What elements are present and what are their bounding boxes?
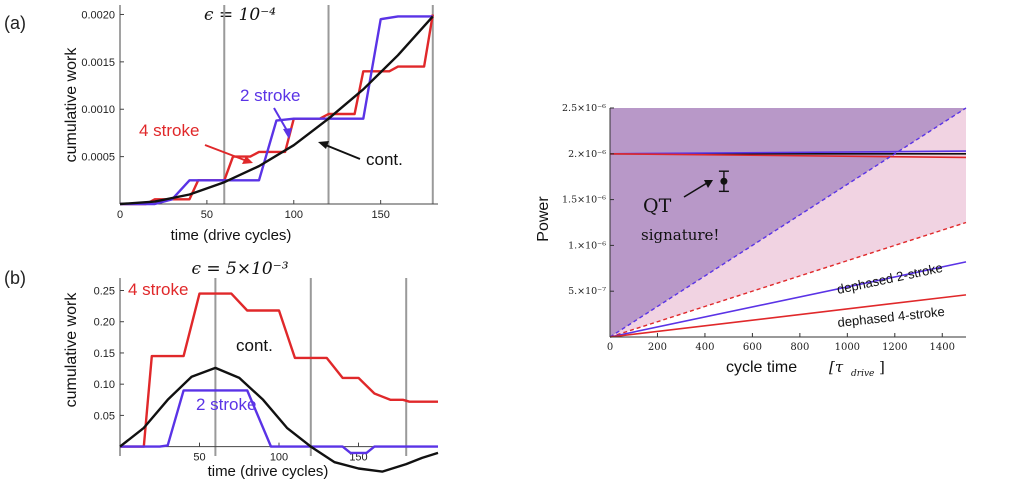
c-point-marker xyxy=(720,177,728,185)
a-ytick-label-1: 0.0010 xyxy=(81,104,115,116)
panel-c-arrow xyxy=(683,180,713,198)
arrow-qt-head xyxy=(704,180,713,188)
a-ytick-label-0: 0.0005 xyxy=(81,152,115,164)
panel-b-title: ϵ = 5×10⁻³ xyxy=(191,259,288,279)
arrow-cont-head xyxy=(318,141,329,149)
c-xtick-label-2: 400 xyxy=(695,342,714,353)
b-ytick-label-1: 0.10 xyxy=(94,379,115,391)
panel-c-series xyxy=(609,107,967,338)
a-ytick-label-3: 0.0020 xyxy=(81,9,115,21)
panel-b: (b) ϵ = 5×10⁻³ 50 100 150 0.05 0.10 0.15 0.20 0… xyxy=(4,259,439,480)
c-series-2-stroke xyxy=(609,150,967,155)
c-xtick-label-4: 800 xyxy=(790,342,809,353)
panel-a-arrows xyxy=(204,107,361,164)
panel-a-label-2-stroke: 2 stroke xyxy=(240,86,300,105)
a-xtick-label-1: 50 xyxy=(201,209,213,221)
c-series-2-stroke-bound xyxy=(609,107,967,338)
c-xtick-label-0: 0 xyxy=(607,342,613,353)
b-xtick-label-0: 50 xyxy=(193,452,205,464)
panel-c-xlabel-unit: [τ xyxy=(829,358,844,376)
panel-a-vlines xyxy=(223,5,434,204)
panel-a-label-cont: cont. xyxy=(366,150,403,169)
panel-c-xlabel-unit-close: ] xyxy=(879,358,885,376)
panel-b-label-cont: cont. xyxy=(236,336,273,355)
a-xtick-label-3: 150 xyxy=(371,209,389,221)
arrow-2-stroke-head xyxy=(283,128,292,139)
panel-b-label: (b) xyxy=(4,268,26,288)
panel-a-label: (a) xyxy=(4,13,26,33)
panel-a-title: ϵ = 10⁻⁴ xyxy=(204,5,276,25)
c-xtick-label-5: 1000 xyxy=(835,342,860,353)
panel-c-xlabel-text: cycle time xyxy=(726,359,797,376)
b-ytick-label-4: 0.25 xyxy=(94,285,115,297)
panel-c-ylabel: Power xyxy=(535,196,552,242)
panel-b-label-4-stroke: 4 stroke xyxy=(128,280,188,299)
panel-a-label-4-stroke: 4 stroke xyxy=(139,121,199,140)
panel-c-xlabel-unit-sub: drive xyxy=(851,369,874,379)
panel-a-ylabel: cumulative work xyxy=(63,47,80,163)
arrow-4-stroke xyxy=(204,144,248,162)
panel-a-xlabel: time (drive cycles) xyxy=(171,227,292,244)
c-xtick-label-1: 200 xyxy=(648,342,667,353)
panel-c-axes: 0 200 400 600 800 1000 1200 1400 5.×10⁻⁷ 1.×10⁻⁶ 1… xyxy=(562,103,966,353)
panel-a: (a) ϵ = 10⁻⁴ 0 50 100 150 0.0005 0.0010 0.0015… xyxy=(4,5,438,244)
c-xtick-label-3: 600 xyxy=(743,342,762,353)
arrow-cont xyxy=(322,143,361,160)
a-xtick-label-0: 0 xyxy=(117,209,123,221)
c-ytick-label-3: 2.×10⁻⁶ xyxy=(568,149,606,160)
arrow-4-stroke-head xyxy=(242,156,253,164)
panel-c-signature-label: signature! xyxy=(641,226,719,244)
panel-b-vlines xyxy=(214,278,408,456)
b-xtick-label-2: 150 xyxy=(349,452,367,464)
b-xtick-label-1: 100 xyxy=(270,452,288,464)
panel-c-qt-label: QT xyxy=(643,195,672,217)
panel-c: 0 200 400 600 800 1000 1200 1400 5.×10⁻⁷ 1.×10⁻⁶ 1… xyxy=(535,103,967,379)
c-ytick-label-0: 5.×10⁻⁷ xyxy=(568,286,606,297)
panel-a-axes: 0 50 100 150 0.0005 0.0010 0.0015 0.0020 xyxy=(81,5,438,221)
panel-b-xlabel: time (drive cycles) xyxy=(208,463,329,480)
c-series-4-stroke-bound xyxy=(609,221,967,338)
a-series-cont- xyxy=(119,15,434,206)
a-series-4-stroke xyxy=(120,14,434,206)
c-series-4-stroke xyxy=(609,153,967,159)
b-ytick-label-0: 0.05 xyxy=(94,410,115,422)
a-series-2-stroke xyxy=(120,15,433,206)
panel-b-series xyxy=(119,292,439,473)
c-series-dephased-4-stroke xyxy=(609,294,967,338)
a-xtick-label-2: 100 xyxy=(285,209,303,221)
arrow-qt xyxy=(683,182,708,198)
panel-a-series xyxy=(119,14,434,206)
b-series-4-stroke xyxy=(120,292,438,448)
c-ytick-label-1: 1.×10⁻⁶ xyxy=(568,240,606,251)
a-ytick-label-2: 0.0015 xyxy=(81,57,115,69)
b-ytick-label-3: 0.20 xyxy=(94,317,115,329)
b-series-cont- xyxy=(119,366,439,473)
panel-c-data-point xyxy=(718,170,729,193)
c-xtick-label-7: 1400 xyxy=(930,342,955,353)
c-ytick-label-2: 1.5×10⁻⁶ xyxy=(562,195,606,206)
panel-c-xlabel: cycle time [τ drive ] xyxy=(726,358,885,379)
panel-b-ylabel: cumulative work xyxy=(63,292,80,408)
b-series-2-stroke xyxy=(120,389,438,455)
b-ytick-label-2: 0.15 xyxy=(94,348,115,360)
c-ytick-label-4: 2.5×10⁻⁶ xyxy=(562,103,606,114)
c-xtick-label-6: 1200 xyxy=(882,342,907,353)
panel-b-label-2-stroke: 2 stroke xyxy=(196,395,256,414)
c-series-dephased-2-stroke xyxy=(609,261,967,338)
